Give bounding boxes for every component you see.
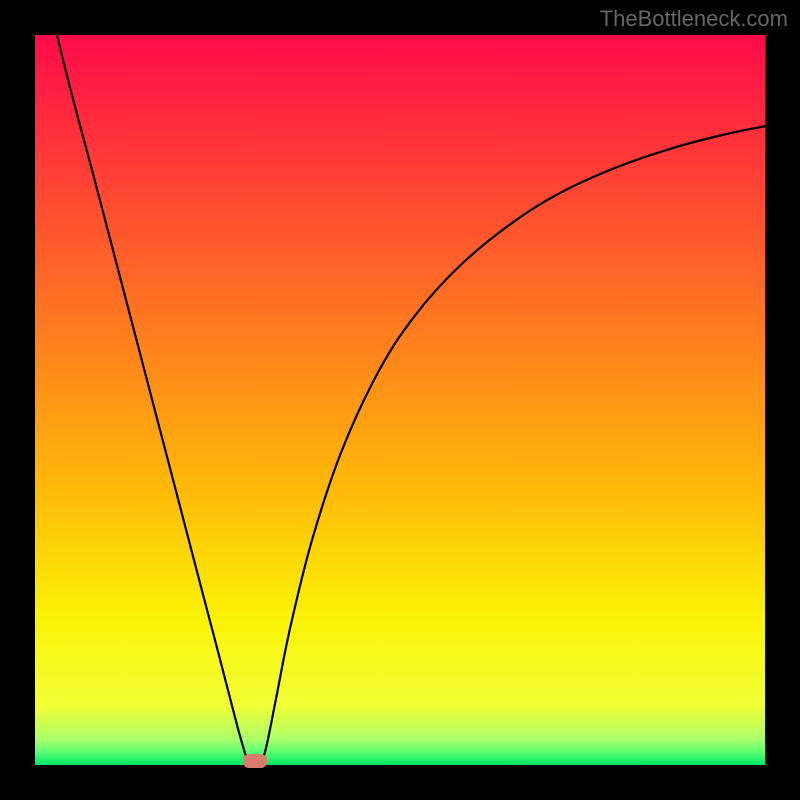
bottleneck-curve	[35, 35, 765, 765]
plot-area	[35, 35, 765, 765]
minimum-marker	[243, 754, 267, 768]
attribution-text: TheBottleneck.com	[600, 6, 788, 32]
